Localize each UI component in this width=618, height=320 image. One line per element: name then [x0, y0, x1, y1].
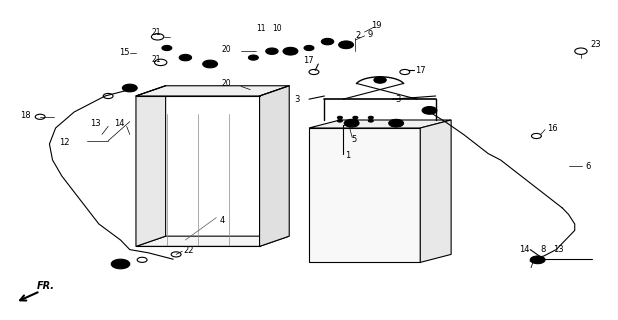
Text: 22: 22: [183, 246, 193, 255]
Circle shape: [368, 120, 373, 122]
Circle shape: [179, 54, 192, 61]
Circle shape: [344, 119, 359, 127]
Circle shape: [389, 119, 404, 127]
Circle shape: [530, 256, 545, 264]
Text: 19: 19: [371, 21, 381, 30]
Text: 7: 7: [528, 261, 534, 270]
Text: 4: 4: [219, 216, 224, 225]
Text: 12: 12: [59, 138, 69, 147]
Text: 13: 13: [553, 245, 564, 254]
Polygon shape: [309, 120, 451, 128]
Circle shape: [353, 120, 358, 122]
Text: FR.: FR.: [37, 281, 55, 291]
Text: 18: 18: [20, 111, 30, 120]
Circle shape: [321, 38, 334, 45]
Circle shape: [162, 45, 172, 51]
Circle shape: [348, 121, 355, 125]
Text: 3: 3: [396, 95, 401, 104]
Circle shape: [248, 55, 258, 60]
Text: 21: 21: [151, 28, 161, 36]
Circle shape: [283, 47, 298, 55]
Circle shape: [203, 60, 218, 68]
Circle shape: [374, 77, 386, 83]
Text: 5: 5: [351, 135, 356, 144]
Text: 14: 14: [114, 119, 125, 128]
Text: 17: 17: [415, 66, 426, 75]
Polygon shape: [420, 120, 451, 262]
Circle shape: [339, 41, 353, 49]
Polygon shape: [136, 86, 166, 246]
Circle shape: [353, 116, 358, 119]
Text: 21: 21: [151, 55, 161, 64]
Circle shape: [337, 120, 342, 122]
Circle shape: [122, 84, 137, 92]
Polygon shape: [309, 128, 420, 262]
Circle shape: [111, 259, 130, 269]
Text: 8: 8: [541, 245, 546, 254]
Text: 17: 17: [303, 56, 313, 65]
Text: 23: 23: [590, 40, 601, 49]
Text: 2: 2: [355, 31, 360, 40]
Polygon shape: [136, 86, 289, 96]
Circle shape: [266, 48, 278, 54]
Circle shape: [337, 116, 342, 119]
Circle shape: [368, 116, 373, 119]
Text: 10: 10: [272, 24, 282, 33]
Circle shape: [422, 107, 437, 114]
Text: 15: 15: [119, 48, 130, 57]
Text: 9: 9: [368, 30, 373, 39]
Text: 1: 1: [345, 151, 350, 160]
Text: 6: 6: [586, 162, 591, 171]
Polygon shape: [260, 86, 289, 246]
Text: 20: 20: [221, 45, 231, 54]
Text: 14: 14: [519, 245, 530, 254]
Text: 20: 20: [221, 79, 231, 88]
Text: 13: 13: [90, 119, 100, 128]
Text: 16: 16: [547, 124, 557, 132]
Circle shape: [392, 121, 400, 125]
Text: 3: 3: [294, 95, 300, 104]
Circle shape: [304, 45, 314, 51]
Polygon shape: [136, 236, 289, 246]
Text: 11: 11: [256, 24, 266, 33]
